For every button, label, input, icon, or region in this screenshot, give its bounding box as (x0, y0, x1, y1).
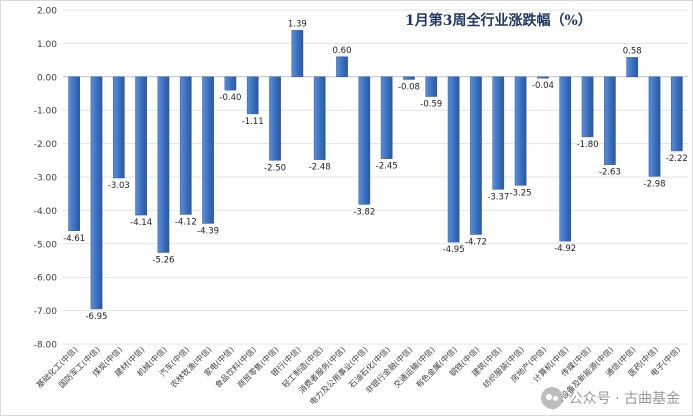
bar (358, 76, 371, 205)
wechat-icon (540, 387, 563, 409)
y-tick-label: -4.00 (34, 207, 58, 217)
y-tick-label: 0.00 (37, 73, 57, 83)
data-label: -4.92 (554, 244, 576, 254)
data-label: -2.48 (309, 163, 331, 173)
bar (581, 76, 594, 138)
bar (269, 76, 281, 161)
y-tick-label: -1.00 (34, 107, 58, 117)
data-label: -4.14 (130, 218, 152, 228)
data-label: -4.39 (197, 226, 219, 236)
data-label: -3.37 (487, 192, 509, 202)
data-label: -3.03 (108, 181, 130, 191)
data-label: -2.22 (666, 154, 688, 164)
data-label: -2.63 (599, 168, 621, 178)
bar (403, 76, 415, 80)
data-label: -3.25 (510, 188, 532, 198)
data-label: 1.39 (288, 19, 307, 29)
bar (202, 76, 214, 224)
data-labels: -4.61 -6.95 -3.03 -4.14 -5.26 -4.12-4.39 -0.40… (63, 19, 688, 322)
data-label: -4.72 (465, 237, 487, 247)
data-label: -0.04 (532, 81, 554, 91)
data-label: -1.11 (242, 117, 264, 127)
data-label: -3.82 (353, 207, 375, 217)
y-tick-label: -7.00 (34, 307, 58, 317)
y-tick-label: -5.00 (34, 240, 58, 250)
data-label: -4.12 (175, 217, 197, 227)
y-axis-ticks: 2.00 1.00 0.00 -1.00 -2.00 -3.00 -4.00 -5.00 -6.… (34, 7, 58, 351)
data-label: -2.50 (264, 163, 286, 173)
y-tick-label: -3.00 (34, 174, 58, 184)
data-label: -2.45 (376, 162, 398, 172)
data-label: -4.95 (443, 245, 465, 255)
bar (626, 57, 639, 78)
bar (246, 76, 259, 115)
bar (559, 76, 572, 242)
grid-lines (63, 9, 688, 345)
bar (380, 76, 393, 159)
data-label: -1.80 (577, 140, 599, 150)
bar (425, 76, 438, 97)
bar (157, 76, 170, 253)
bar (336, 56, 348, 78)
bar (68, 76, 80, 232)
bar (671, 76, 683, 152)
bar (90, 76, 103, 310)
y-tick-label: -8.00 (34, 341, 58, 351)
bar (537, 76, 549, 79)
bar (112, 76, 125, 179)
bars (68, 30, 683, 310)
y-tick-label: 1.00 (37, 40, 57, 50)
bar (492, 76, 505, 190)
data-label: -4.61 (63, 234, 85, 244)
chart-title: 1月第3周全行业涨跌幅（%） (405, 13, 592, 29)
bar (447, 76, 460, 243)
bar (470, 76, 482, 235)
bar (179, 76, 192, 215)
bar (648, 76, 661, 177)
bar (313, 76, 326, 160)
bar (604, 76, 616, 165)
y-tick-label: -2.00 (34, 140, 58, 150)
bar (291, 30, 304, 78)
bar (514, 76, 527, 186)
data-label: 0.60 (333, 46, 352, 56)
bar (135, 76, 147, 216)
data-label: -0.40 (219, 93, 241, 103)
data-label: -0.59 (420, 100, 442, 110)
y-tick-label: 2.00 (37, 7, 57, 17)
watermark: 公众号 · 古曲基金 (540, 387, 680, 409)
watermark-text: 公众号 · 古曲基金 (568, 391, 680, 407)
data-label: 0.58 (623, 46, 642, 56)
data-label: -5.26 (152, 255, 174, 265)
data-label: -2.98 (644, 179, 666, 189)
data-label: -6.95 (85, 312, 107, 322)
bar (224, 76, 237, 91)
data-label: -0.08 (398, 82, 420, 92)
y-tick-label: -6.00 (34, 274, 58, 284)
